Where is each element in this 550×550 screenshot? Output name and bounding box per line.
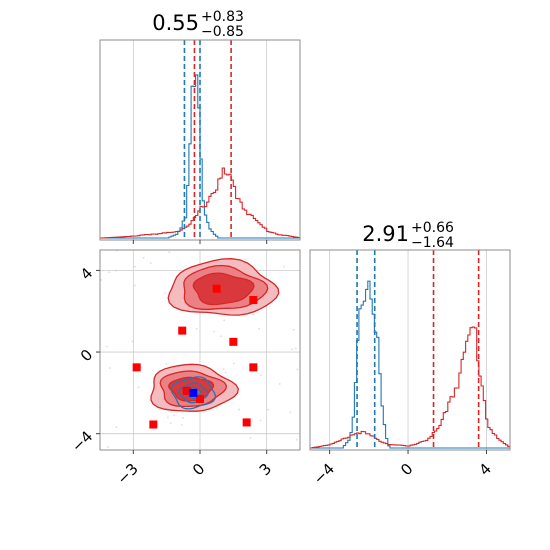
contour-ytick-label-1: 0 (77, 346, 96, 365)
contour-xtick-label-2: 3 (256, 460, 275, 479)
background-sample-point (224, 371, 227, 374)
panel-top-left-content (100, 40, 300, 240)
background-sample-point (114, 269, 117, 272)
background-sample-point (137, 386, 140, 389)
background-sample-point (164, 292, 167, 294)
background-sample-point (296, 368, 299, 371)
background-sample-point (232, 362, 235, 365)
background-sample-point (260, 374, 262, 377)
background-sample-point (222, 368, 225, 370)
panel-bottom-right-histogram: −4 0 4 2.91 +0.66 −1.64 (309, 220, 511, 488)
background-sample-point (108, 271, 111, 274)
background-sample-point (267, 408, 270, 411)
bottom-right-xtick-label-2: 4 (475, 460, 494, 479)
red-marker-8 (149, 420, 158, 429)
red-marker-4 (132, 363, 141, 372)
background-sample-point (165, 362, 168, 365)
red-marker-3 (229, 337, 238, 346)
contour-xtick-label-0: −3 (113, 460, 141, 488)
bottom-right-xtick-label-0: −4 (310, 460, 338, 488)
panel-top-left-ticks (132, 240, 268, 244)
background-sample-point (115, 426, 118, 428)
panel-bottom-right-frame (309, 249, 511, 451)
red-marker-7 (196, 394, 204, 403)
background-sample-point (295, 438, 298, 441)
panel-bottom-left-contour: −3 0 3 −4 0 4 (68, 249, 301, 488)
background-sample-point (213, 330, 215, 333)
contour-ytick-label-0: −4 (68, 427, 96, 455)
background-sample-point (173, 414, 176, 417)
panel-bottom-left-content (100, 250, 299, 449)
panel-bottom-right-background (310, 250, 510, 450)
panel-top-left-title-plus: +0.83 (201, 9, 244, 25)
red-marker-5 (249, 363, 258, 372)
panel-bottom-right-ticks: −4 0 4 (310, 450, 495, 488)
background-sample-point (169, 422, 172, 425)
background-sample-point (167, 416, 169, 419)
panel-bottom-right-title-minus: −1.64 (411, 235, 454, 251)
contour-ytick-label-2: 4 (77, 264, 96, 283)
blue-contour-level-0 (170, 376, 217, 410)
background-sample-point (278, 383, 281, 385)
panel-top-left-title-value: 0.55 (152, 11, 199, 35)
panel-bottom-right-grid (329, 250, 487, 450)
bottom-right-xtick-label-1: 0 (397, 460, 416, 479)
red-marker-9 (242, 418, 251, 427)
background-sample-point (223, 319, 226, 322)
background-sample-point (105, 345, 108, 348)
background-sample-point (100, 278, 103, 281)
bottom-right-series-0-histogram (310, 280, 510, 449)
background-sample-point (259, 419, 262, 422)
background-sample-point (283, 265, 285, 268)
background-sample-point (249, 437, 252, 439)
blue-marker-0 (189, 388, 198, 397)
red-marker-0 (212, 284, 221, 293)
background-sample-point (133, 284, 136, 287)
panel-bottom-right-title-plus: +0.66 (411, 220, 454, 236)
background-sample-point (142, 256, 145, 259)
background-sample-point (244, 258, 247, 261)
background-sample-point (182, 416, 184, 419)
background-sample-point (131, 340, 134, 343)
background-sample-point (238, 408, 241, 411)
contour-xtick-label-1: 0 (189, 460, 208, 479)
red-contour-0-level-2 (192, 272, 255, 306)
red-marker-1 (249, 296, 258, 304)
red-marker-6 (182, 386, 191, 395)
top-left-series-0-histogram (100, 74, 300, 239)
panel-top-left-title-minus: −0.85 (201, 24, 244, 40)
top-left-series-1-histogram (100, 167, 300, 239)
panel-top-left-histogram: 0.55 +0.83 −0.85 (99, 9, 301, 244)
background-sample-point (294, 347, 297, 350)
background-sample-point (252, 313, 255, 316)
background-sample-point (168, 251, 171, 254)
panel-bottom-right-content (310, 250, 510, 450)
background-sample-point (289, 411, 292, 414)
background-sample-point (292, 328, 295, 331)
background-sample-point (149, 262, 152, 264)
background-sample-point (291, 348, 293, 351)
background-sample-point (195, 327, 198, 330)
background-sample-point (134, 265, 136, 268)
red-marker-2 (178, 326, 187, 335)
background-sample-point (220, 335, 222, 338)
panel-bottom-right-title-value: 2.91 (362, 222, 409, 246)
background-sample-point (108, 367, 111, 369)
background-sample-point (181, 423, 183, 426)
bottom-right-series-1-histogram (310, 326, 510, 449)
background-sample-point (258, 327, 261, 330)
background-sample-point (107, 446, 110, 449)
